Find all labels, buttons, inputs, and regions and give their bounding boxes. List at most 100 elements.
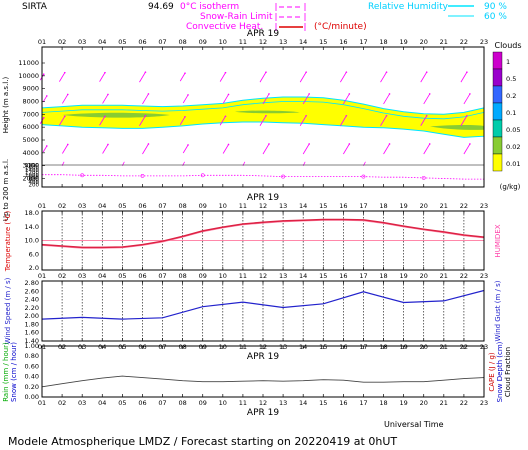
wind-arrow-h10-2: [219, 116, 226, 126]
rh-legend-label: Relative Humidity: [368, 2, 449, 12]
wind-arrow-head-h2-1: [66, 93, 69, 96]
wind-top-hour-02: 02: [58, 272, 66, 280]
temperature-line: [41, 218, 485, 249]
cloud-top-hour-20: 20: [420, 38, 428, 46]
cloud-top-hour-22: 22: [460, 38, 468, 46]
low-height-tick-600: 600: [29, 178, 40, 184]
wind-top-hour-22: 22: [460, 272, 468, 280]
wind-arrow-head-h22-3: [469, 143, 471, 145]
cloud-top-hour-08: 08: [178, 38, 186, 46]
cloud-top-hour-16: 16: [339, 38, 347, 46]
wind-arrow-head-h14-0: [305, 71, 307, 73]
rain-tick-1.00: 1.00: [25, 342, 39, 350]
isotherm-marker-6: [140, 174, 145, 178]
temp-top-hour-02: 02: [58, 202, 66, 210]
temp-tick-6.0: 6.0: [29, 250, 39, 258]
cloud-top-hour-09: 09: [199, 38, 207, 46]
wind-arrow-h16-3: [343, 143, 350, 155]
low-height-axis-label: Up to 200 m a.s.l.: [2, 159, 10, 221]
rain-bottom-hour-15: 15: [319, 399, 327, 407]
low-height-tick-800: 800: [29, 175, 40, 181]
wind-arrow-h6-0: [139, 71, 146, 83]
rain-axis-label: Rain (mm / hour): [2, 342, 10, 402]
wind-arrow-h2-2: [59, 116, 66, 126]
temp-top-hour-14: 14: [299, 202, 307, 210]
cloud-top-hour-04: 04: [98, 38, 106, 46]
convective-unit-label: (°C/minute): [314, 22, 367, 32]
wind-top-hour-14: 14: [299, 272, 307, 280]
rain-bottom-hour-01: 01: [38, 399, 46, 407]
cloud-top-hour-11: 11: [239, 38, 247, 46]
wind-top-hour-07: 07: [158, 272, 166, 280]
wind-arrow-head-h4-1: [107, 93, 109, 96]
temp-top-hour-13: 13: [279, 202, 287, 210]
wind-arrow-head-h22-0: [466, 71, 468, 73]
wind-arrow-head-h22-2: [466, 114, 468, 117]
clouds-legend-tick-0.05: 0.05: [506, 126, 520, 134]
wind-arrow-h22-0: [460, 71, 468, 83]
wind-arrow-head-h1-3: [46, 145, 48, 147]
cloud-top-hour-15: 15: [319, 38, 327, 46]
cape-axis-label: CAPE (J / g): [488, 352, 496, 392]
height-tick-5000: 5000: [22, 136, 39, 144]
wind-arrow-h4-0: [99, 72, 106, 82]
height-tick-4000: 4000: [22, 149, 39, 157]
temp-top-hour-09: 09: [199, 202, 207, 210]
low-height-tick-200: 200: [29, 183, 40, 189]
wind-arrow-h18-2: [380, 115, 387, 126]
cloud-top-hour-18: 18: [379, 38, 387, 46]
wind-top-hour-08: 08: [178, 272, 186, 280]
cloud-patch-3: [430, 124, 484, 130]
wind-top-hour-06: 06: [138, 272, 146, 280]
wind-arrow-h4-3: [102, 144, 109, 154]
cloud-top-date-label: APR 19: [247, 29, 279, 39]
wind-arrow-h2-0: [59, 72, 66, 82]
snow-rain-legend-label: Snow-Rain Limit: [200, 12, 273, 22]
wind-arrow-h8-0: [179, 72, 186, 82]
rain-bottom-hour-17: 17: [359, 399, 367, 407]
temp-top-hour-23: 23: [480, 202, 488, 210]
wind-arrow-head-h10-0: [224, 71, 227, 74]
wind-arrow-h20-0: [420, 71, 428, 83]
wind-top-hour-11: 11: [239, 272, 247, 280]
wind-arrow-h18-3: [383, 143, 390, 155]
wind-arrow-head-h2-3: [66, 143, 69, 146]
height-tick-7000: 7000: [22, 110, 39, 118]
wind-top-hour-16: 16: [339, 272, 347, 280]
temp-tick-14.0: 14.0: [25, 223, 39, 231]
wind-arrow-h4-1: [102, 94, 109, 104]
wind-speed-line: [41, 289, 485, 320]
wind-arrow-head-h6-1: [147, 93, 150, 95]
wind-arrow-head-h6-0: [144, 71, 147, 73]
temp-top-hour-03: 03: [78, 202, 86, 210]
wind-arrow-head-h4-0: [104, 71, 106, 74]
wind-arrow-head-h10-3: [227, 143, 230, 146]
wind-tick-2.60: 2.60: [25, 287, 39, 295]
rh-60-label: 60 %: [484, 12, 507, 22]
height-tick-9000: 9000: [22, 85, 39, 93]
wind-arrow-head-h20-0: [425, 71, 428, 73]
wind-arrow-head-h16-2: [345, 114, 348, 117]
wind-arrow-head-h1-2: [43, 116, 45, 119]
height-tick-2000: 2000: [22, 175, 39, 183]
temp-top-hour-01: 01: [38, 202, 46, 210]
wind-arrow-h2-3: [62, 144, 69, 154]
wind-arrow-h16-0: [340, 71, 347, 83]
universal-time-label: Universal Time: [384, 420, 444, 429]
wind-tick-1.40: 1.40: [25, 337, 39, 345]
temp-axis-label: Temperature (°C): [4, 211, 12, 273]
wind-arrow-h22-2: [460, 115, 468, 126]
temp-top-hour-05: 05: [118, 202, 126, 210]
wind-arrow-head-h18-1: [388, 93, 391, 95]
convective-legend-label: Convective Heat.: [186, 22, 263, 32]
wind-arrow-h22-3: [463, 143, 471, 155]
wind-arrow-head-h10-2: [224, 115, 227, 118]
cloud-top-hour-13: 13: [279, 38, 287, 46]
clouds-legend-tick-0.2: 0.2: [506, 92, 516, 100]
cloud-top-hour-23: 23: [480, 38, 488, 46]
cloud-top-hour-07: 07: [158, 38, 166, 46]
wind-arrow-head-h18-2: [385, 114, 388, 117]
temp-top-hour-17: 17: [359, 202, 367, 210]
wind-arrow-head-h8-0: [184, 72, 186, 74]
rain-bottom-hour-14: 14: [299, 399, 307, 407]
